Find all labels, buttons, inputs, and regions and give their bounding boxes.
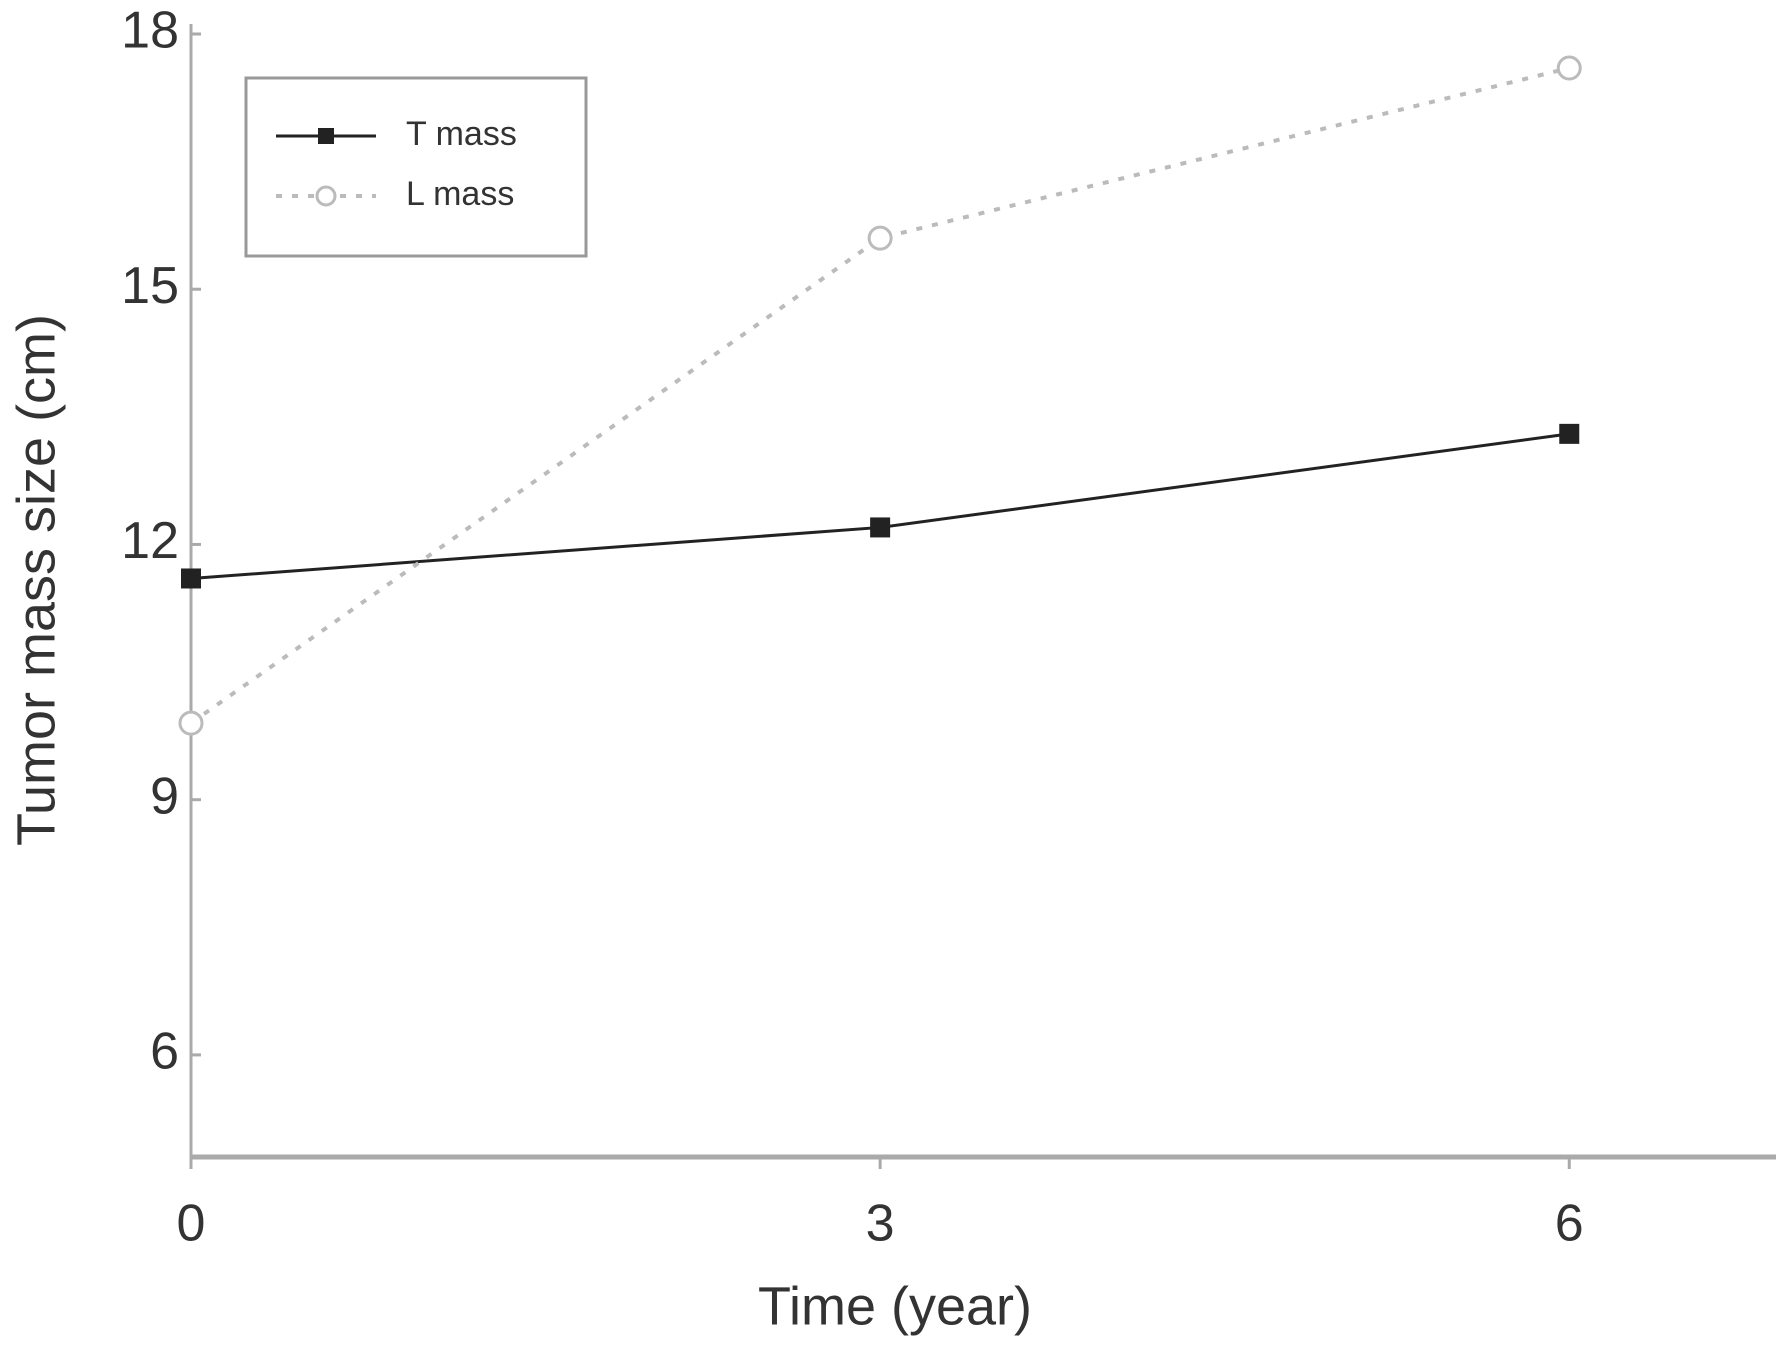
x-axis-title: Time (year) <box>758 1276 1032 1336</box>
point <box>1556 55 1582 81</box>
point <box>867 225 893 251</box>
y-tick-label: 15 <box>121 257 179 315</box>
legend-label: T mass <box>406 115 517 153</box>
point <box>178 710 204 736</box>
series-line <box>190 432 1570 580</box>
legend-label: L mass <box>406 175 514 213</box>
y-tick-label: 12 <box>121 512 179 570</box>
x-tick-label: 0 <box>177 1195 206 1253</box>
y-axis-title: Tumor mass size (cm) <box>6 314 66 846</box>
y-tick-label: 9 <box>150 767 179 825</box>
y-tick-label: 18 <box>121 2 179 60</box>
x-tick-label: 3 <box>866 1195 895 1253</box>
legend-marker <box>315 185 337 207</box>
series-line <box>189 66 1570 725</box>
point <box>1559 423 1580 444</box>
point <box>181 568 201 589</box>
legend-box <box>244 76 588 258</box>
y-tick-label: 6 <box>150 1023 179 1081</box>
x-tick-label: 6 <box>1555 1195 1584 1253</box>
point <box>870 517 891 538</box>
legend-marker <box>318 128 334 144</box>
